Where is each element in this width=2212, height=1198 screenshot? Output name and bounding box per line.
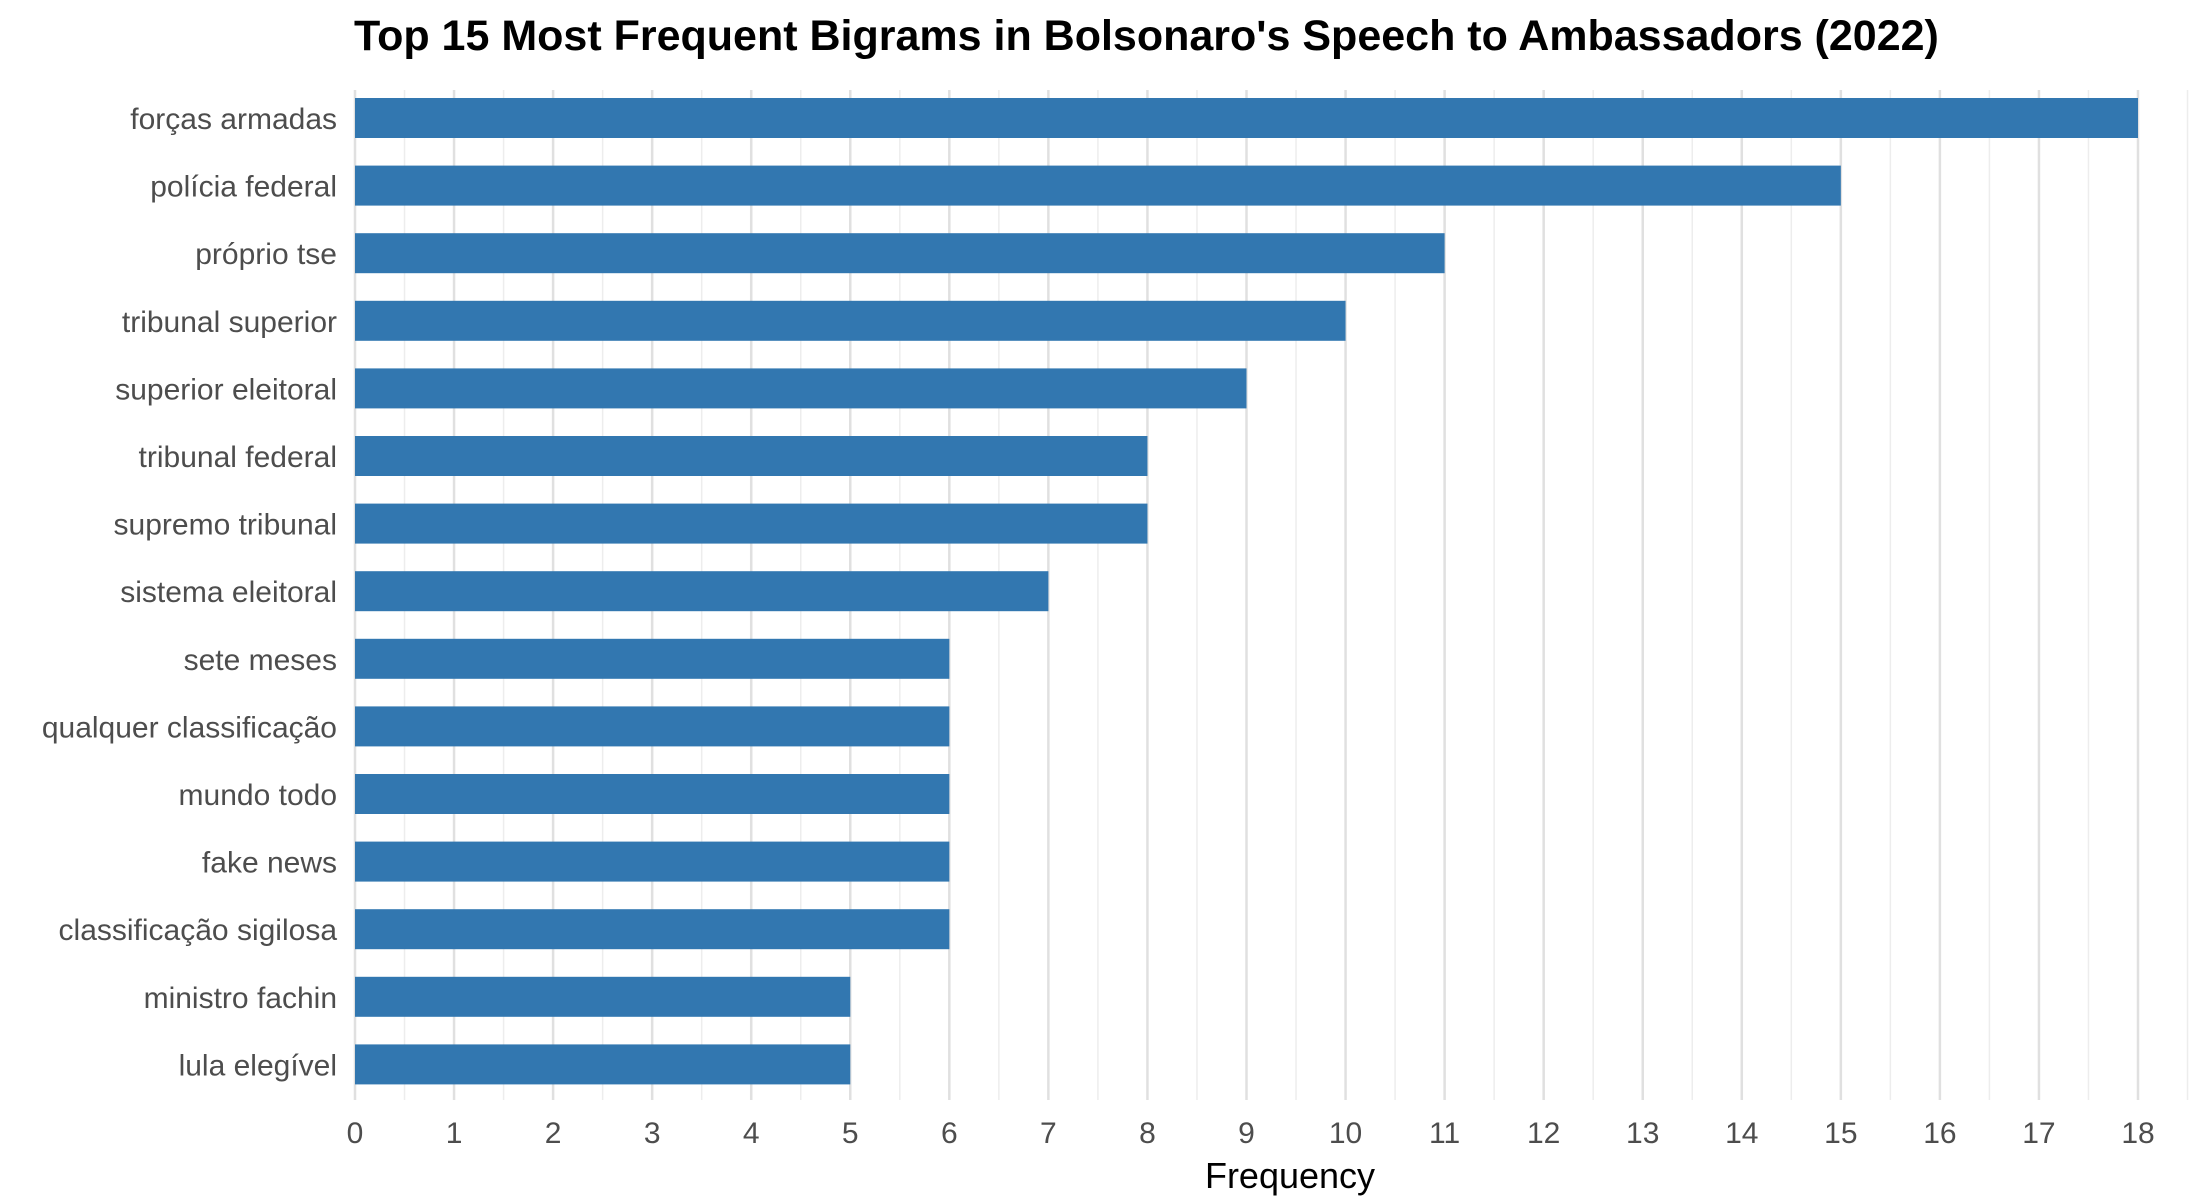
category-label: tribunal federal <box>139 441 337 474</box>
category-label: lula elegível <box>179 1049 337 1082</box>
bar <box>355 300 1346 341</box>
x-tick-label: 13 <box>1626 1117 1659 1150</box>
x-tick-labels: 0 1 2 3 4 5 6 7 8 9 10 11 12 13 14 15 16 17 18 <box>347 1117 2155 1150</box>
category-label: supremo tribunal <box>114 509 337 542</box>
x-tick-label: 4 <box>743 1117 760 1150</box>
x-tick-label: 7 <box>1040 1117 1057 1150</box>
x-tick-label: 18 <box>2121 1117 2154 1150</box>
x-tick-label: 2 <box>545 1117 562 1150</box>
category-label: ministro fachin <box>144 982 337 1015</box>
category-label: tribunal superior <box>122 306 337 339</box>
x-tick-label: 1 <box>446 1117 463 1150</box>
bar <box>355 1044 851 1085</box>
category-labels: forças armadas polícia federal próprio tse… <box>42 103 337 1082</box>
bar <box>355 503 1148 544</box>
category-label: qualquer classificação <box>42 711 337 744</box>
category-label: forças armadas <box>130 103 337 136</box>
x-tick-label: 6 <box>941 1117 958 1150</box>
x-tick-label: 5 <box>842 1117 859 1150</box>
bar <box>355 571 1049 612</box>
bar <box>355 98 2138 138</box>
bar <box>355 774 950 814</box>
category-label: sistema eleitoral <box>120 576 337 609</box>
x-tick-label: 14 <box>1725 1117 1758 1150</box>
x-tick-label: 0 <box>347 1117 364 1150</box>
category-label: polícia federal <box>150 171 337 204</box>
category-label: classificação sigilosa <box>59 914 338 947</box>
bar <box>355 706 950 747</box>
x-tick-label: 9 <box>1238 1117 1255 1150</box>
category-label: superior eleitoral <box>115 373 337 406</box>
bar <box>355 165 1841 206</box>
x-tick-label: 12 <box>1527 1117 1560 1150</box>
x-tick-label: 10 <box>1329 1117 1362 1150</box>
bar <box>355 909 950 950</box>
bar <box>355 841 950 882</box>
category-label: mundo todo <box>179 779 337 812</box>
bar <box>355 368 1247 409</box>
x-axis-title: Frequency <box>1205 1155 1375 1196</box>
bar <box>355 638 950 679</box>
bars <box>355 98 2138 1085</box>
x-tick-label: 17 <box>2022 1117 2055 1150</box>
x-tick-label: 16 <box>1923 1117 1956 1150</box>
category-label: sete meses <box>184 644 337 677</box>
x-tick-label: 8 <box>1139 1117 1156 1150</box>
x-tick-label: 3 <box>644 1117 661 1150</box>
bar <box>355 976 851 1017</box>
x-tick-label: 11 <box>1429 1117 1460 1150</box>
category-label: fake news <box>202 847 337 880</box>
category-label: próprio tse <box>195 238 337 271</box>
x-tick-label: 15 <box>1824 1117 1857 1150</box>
bar <box>355 436 1148 476</box>
bar <box>355 233 1445 274</box>
chart-title: Top 15 Most Frequent Bigrams in Bolsonar… <box>354 12 1939 60</box>
